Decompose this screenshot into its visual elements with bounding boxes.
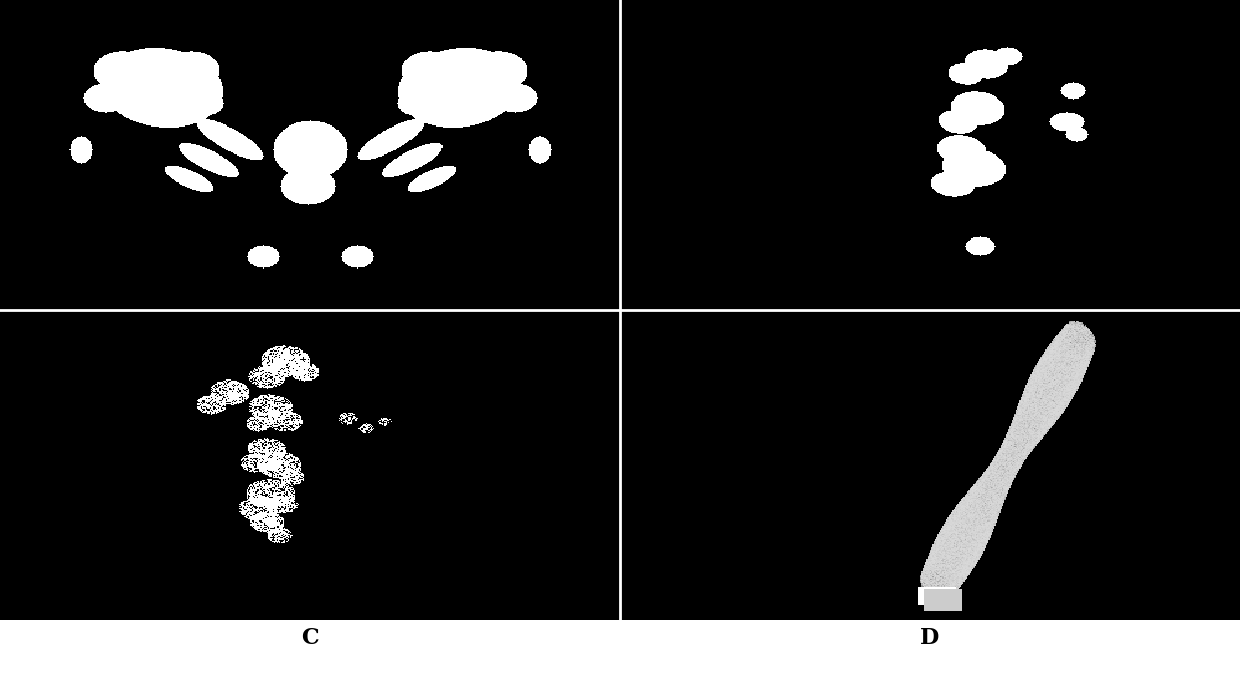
Text: C: C — [301, 627, 319, 649]
Text: A: A — [301, 317, 319, 339]
Text: D: D — [920, 627, 940, 649]
Text: B: B — [920, 317, 940, 339]
